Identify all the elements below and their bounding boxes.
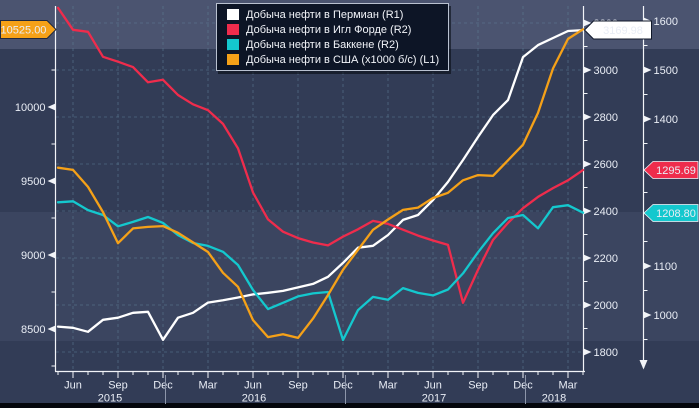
badge-us-total: 10525.00	[0, 20, 57, 39]
badge-us-total-shape	[0, 20, 57, 39]
x-axis-year-label: 2017	[422, 392, 446, 404]
tick-arrow	[643, 66, 652, 74]
x-axis-labels: Jun Sep Dec Mar Jun Sep Dec Mar Jun Sep Dec Mar 2015…	[57, 371, 584, 404]
y-axis-label-left: 9500	[21, 176, 45, 188]
badge-permian: 3169.98	[583, 20, 652, 40]
y-axis-label-left: 9000	[21, 250, 45, 262]
legend-label: Добыча нефти в Игл Форде (R2)	[246, 23, 412, 36]
x-axis-year-label: 2016	[242, 392, 266, 404]
y-axis-label-right1: 1800	[594, 347, 618, 359]
x-axis-month-label: Mar	[379, 379, 398, 391]
series-line-us-total	[56, 28, 585, 340]
y-axis-label-right2: 1000	[654, 310, 678, 322]
legend-swatch-eagle-ford	[227, 24, 239, 35]
tick-arrow	[583, 113, 592, 121]
value-badges: 10525.00 3169.98 1295.69 1208.80	[0, 20, 699, 222]
badge-eagle-ford-value: 1295.69	[656, 165, 696, 177]
legend-item-us-total[interactable]: Добыча нефти в США (x1000 б/с) (L1)	[217, 52, 448, 67]
legend-label: Добыча нефти в Баккене (R2)	[246, 38, 399, 51]
y-axis-label-right1: 2400	[594, 206, 618, 218]
legend-swatch-permian	[227, 9, 239, 20]
axes: 1000095009000850032003000280026002400220…	[15, 6, 678, 373]
y-axis-label-right1: 2600	[594, 159, 618, 171]
series-lines	[56, 6, 585, 342]
badge-us-total-value: 10525.00	[1, 24, 47, 36]
x-axis-month-label: Jun	[64, 379, 82, 391]
y-axis-label-right2: 1100	[654, 261, 678, 273]
x-axis-month-label: Sep	[108, 379, 128, 391]
y-axis-label-right2: 1500	[654, 65, 678, 77]
y-axis-label-left: 8500	[21, 324, 45, 336]
tick-arrow	[583, 66, 592, 74]
x-axis-month-label: Sep	[288, 379, 308, 391]
tick-arrow	[47, 103, 56, 111]
badge-bakken-value: 1208.80	[656, 208, 696, 220]
x-axis-month-label: Mar	[559, 379, 578, 391]
series-line-bakken	[56, 200, 585, 342]
tick-arrow	[47, 325, 56, 333]
tick-arrow	[643, 115, 652, 123]
tick-arrow	[583, 207, 592, 215]
tick-arrow	[583, 301, 592, 309]
y-axis-label-right2: 1400	[654, 114, 678, 126]
chart-legend: Добыча нефти в Пермиан (R1) Добыча нефти …	[216, 3, 449, 71]
tick-arrow	[643, 262, 652, 270]
x-axis-month-label: Sep	[468, 379, 488, 391]
y-axis-label-left: 10000	[15, 102, 46, 114]
tick-arrow	[583, 254, 592, 262]
legend-label: Добыча нефти в США (x1000 б/с) (L1)	[246, 53, 440, 66]
series-line-eagle-ford	[56, 6, 585, 304]
tick-arrow	[47, 177, 56, 185]
series-line-permian	[56, 28, 585, 341]
legend-swatch-bakken	[227, 39, 239, 50]
tick-arrow	[583, 348, 592, 356]
x-axis-month-label: Jun	[424, 379, 442, 391]
x-axis-month-label: Dec	[153, 379, 173, 391]
legend-item-bakken[interactable]: Добыча нефти в Баккене (R2)	[217, 37, 448, 52]
badge-permian-shape	[583, 20, 652, 40]
x-axis-month-label: Jun	[244, 379, 262, 391]
right-axis2-end-arrow	[639, 360, 648, 370]
badge-eagle-ford: 1295.69	[643, 161, 699, 179]
legend-swatch-us-total	[227, 54, 239, 65]
y-axis-label-right2: 1600	[654, 16, 678, 28]
tick-arrow	[583, 19, 592, 27]
x-axis-year-label: 2018	[542, 392, 566, 404]
legend-item-permian[interactable]: Добыча нефти в Пермиан (R1)	[217, 7, 448, 22]
badge-bakken: 1208.80	[643, 204, 699, 222]
y-axis-label-right1: 3000	[594, 65, 618, 77]
tick-arrow	[47, 251, 56, 259]
x-axis-month-label: Mar	[199, 379, 218, 391]
y-axis-label-right1: 2200	[594, 253, 618, 265]
legend-label: Добыча нефти в Пермиан (R1)	[246, 8, 404, 21]
x-axis-month-label: Dec	[333, 379, 353, 391]
x-axis-month-label: Dec	[513, 379, 533, 391]
badge-permian-value: 3169.98	[603, 25, 643, 37]
x-axis-year-label: 2015	[98, 392, 122, 404]
tick-arrow	[643, 311, 652, 319]
legend-item-eagle-ford[interactable]: Добыча нефти в Игл Форде (R2)	[217, 22, 448, 37]
badge-bakken-shape	[643, 204, 699, 222]
badge-eagle-ford-shape	[643, 161, 699, 179]
tick-arrow	[583, 160, 592, 168]
y-axis-label-right1: 2800	[594, 112, 618, 124]
y-axis-label-right1: 2000	[594, 300, 618, 312]
